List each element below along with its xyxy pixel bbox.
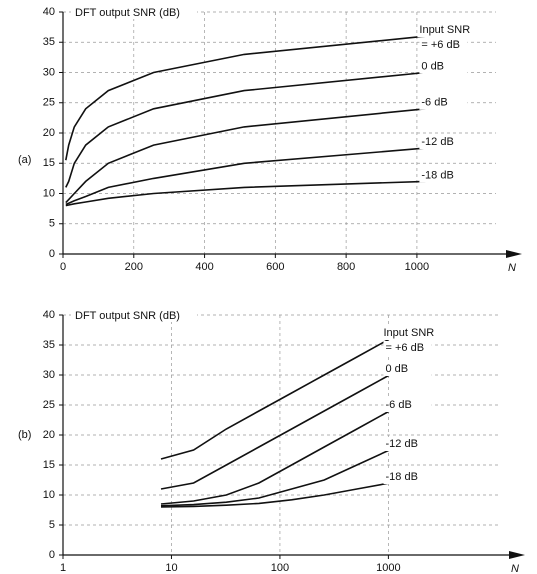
y-tick-label: 30 — [43, 369, 55, 381]
series-line — [65, 108, 426, 204]
series-line — [65, 35, 426, 161]
series-label: -12 dB — [386, 438, 418, 450]
series-label: 0 dB — [386, 363, 409, 375]
x-tick-label: 200 — [125, 261, 143, 273]
y-tick-label: 35 — [43, 36, 55, 48]
series-line — [65, 71, 426, 188]
y-tick-label: 30 — [43, 66, 55, 78]
ylabel-bg — [71, 308, 197, 322]
series-label: -12 dB — [421, 136, 453, 148]
x-tick-label: 600 — [266, 261, 284, 273]
series-line — [160, 482, 390, 508]
series-label: = +6 dB — [386, 342, 425, 354]
y-tick-label: 15 — [43, 157, 55, 169]
y-tick-label: 25 — [43, 399, 55, 411]
x-tick-label: 0 — [60, 261, 66, 273]
x-tick-label: 10 — [165, 562, 177, 574]
label-bg — [383, 398, 432, 412]
panel-label: (b) — [18, 429, 31, 441]
series-label: -6 dB — [386, 399, 412, 411]
y-tick-label: 40 — [43, 309, 55, 321]
label-bg — [417, 23, 476, 38]
y-tick-label: 35 — [43, 339, 55, 351]
y-tick-label: 0 — [49, 248, 55, 260]
series-label: = +6 dB — [421, 39, 460, 51]
x-tick-label: 1000 — [376, 562, 400, 574]
panel-label: (a) — [18, 154, 31, 166]
y-tick-label: 20 — [43, 127, 55, 139]
x-tick-label: 800 — [337, 261, 355, 273]
x-axis-label: N — [511, 563, 519, 574]
y-tick-label: 25 — [43, 97, 55, 109]
y-axis-label: DFT output SNR (dB) — [75, 310, 180, 322]
label-bg — [381, 326, 440, 340]
label-bg — [419, 95, 468, 110]
y-tick-label: 40 — [43, 6, 55, 18]
y-tick-label: 5 — [49, 218, 55, 230]
label-bg — [383, 437, 432, 451]
annotation: Input SNR — [384, 327, 435, 339]
y-tick-label: 5 — [49, 519, 55, 531]
label-bg — [383, 341, 432, 355]
label-bg — [419, 135, 468, 150]
series-label: 0 dB — [421, 60, 444, 72]
x-tick-label: 100 — [271, 562, 289, 574]
label-bg — [419, 38, 468, 53]
x-axis-label: N — [508, 262, 516, 274]
x-tick-label: 1000 — [405, 261, 429, 273]
y-axis-label: DFT output SNR (dB) — [75, 7, 180, 19]
series-line — [65, 180, 426, 207]
label-bg — [419, 168, 468, 183]
series-label: -18 dB — [421, 169, 453, 181]
y-tick-label: 10 — [43, 187, 55, 199]
annotation: Input SNR — [419, 24, 470, 36]
axis-arrow — [506, 250, 522, 258]
axis-arrow — [509, 551, 525, 559]
series-line — [160, 338, 390, 460]
series-line — [160, 374, 390, 490]
ylabel-bg — [71, 5, 197, 19]
y-tick-label: 15 — [43, 459, 55, 471]
label-bg — [383, 362, 432, 376]
y-tick-label: 20 — [43, 429, 55, 441]
y-tick-label: 0 — [49, 549, 55, 561]
y-tick-label: 10 — [43, 489, 55, 501]
series-line — [160, 410, 390, 505]
series-line — [160, 449, 390, 507]
x-tick-label: 400 — [195, 261, 213, 273]
label-bg — [419, 59, 468, 74]
x-tick-label: 1 — [60, 562, 66, 574]
series-line — [65, 147, 426, 206]
label-bg — [383, 470, 432, 484]
series-label: -18 dB — [386, 471, 418, 483]
series-label: -6 dB — [421, 97, 447, 109]
